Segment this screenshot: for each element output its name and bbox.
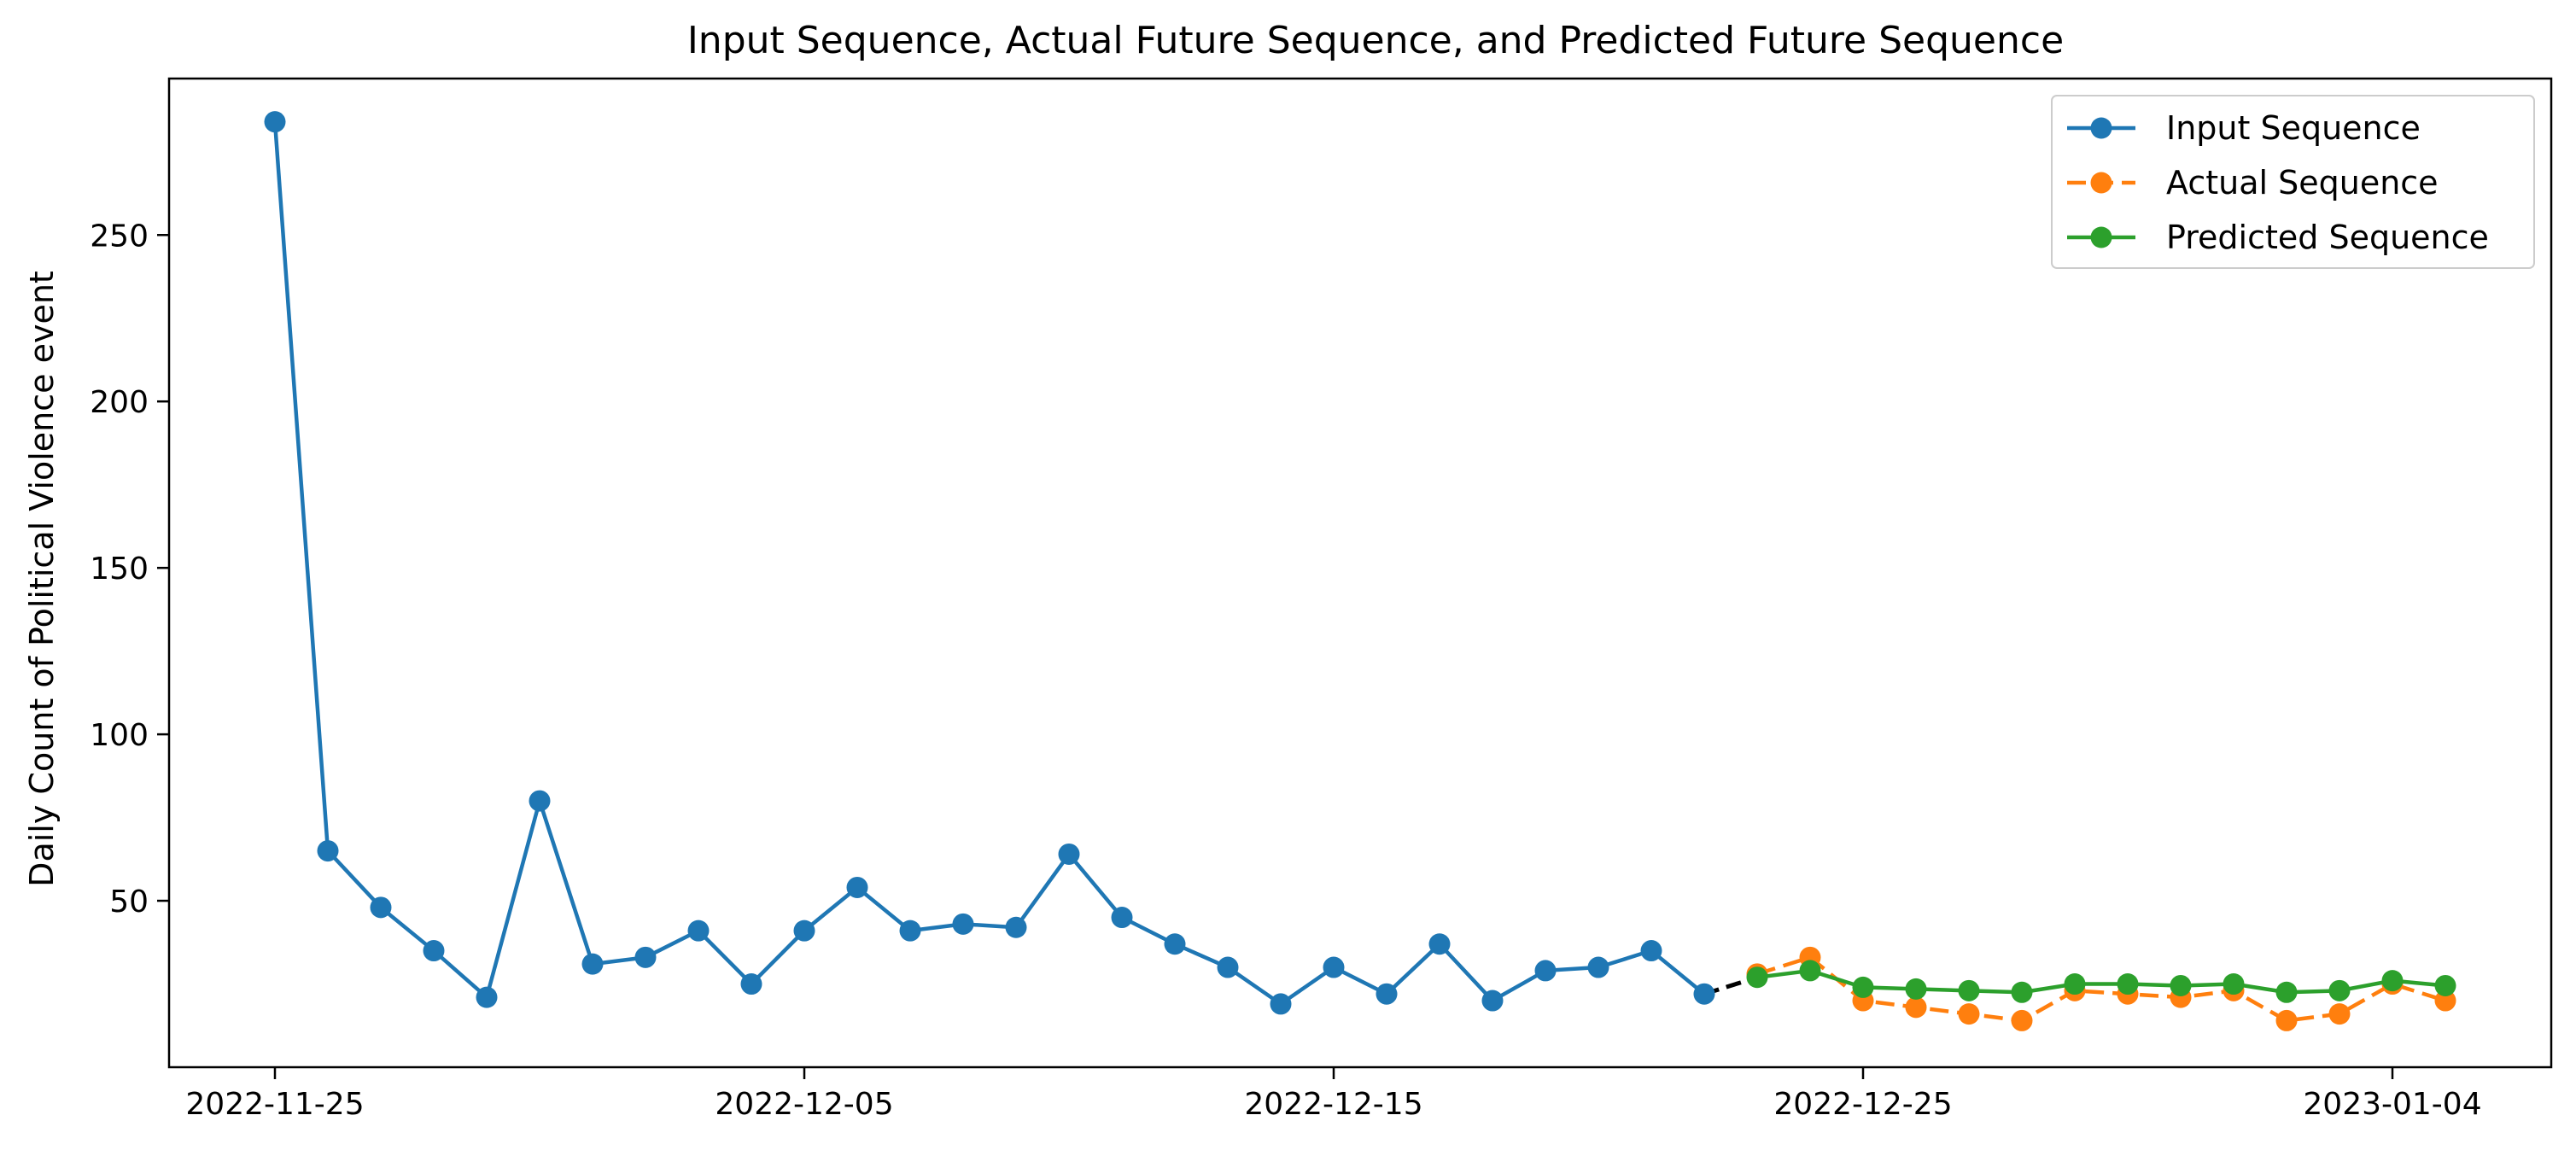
data-point	[899, 920, 921, 942]
y-tick-label: 250	[90, 219, 149, 254]
data-point	[2117, 973, 2139, 995]
data-point	[1270, 993, 1292, 1015]
data-point	[1852, 976, 1874, 998]
x-tick-label: 2022-12-05	[715, 1087, 893, 1122]
legend: Input Sequence Actual Sequence Predicted S…	[2051, 95, 2535, 269]
y-tick-label: 200	[90, 385, 149, 420]
data-point	[2381, 970, 2404, 992]
data-point	[1746, 966, 1768, 989]
legend-label: Actual Sequence	[2166, 164, 2439, 201]
data-point	[264, 111, 286, 133]
data-point	[476, 986, 498, 1008]
data-point	[687, 920, 710, 942]
data-point	[2223, 973, 2245, 995]
data-point	[2328, 979, 2351, 1001]
x-tick-label: 2022-11-25	[185, 1087, 364, 1122]
x-tick-label: 2023-01-04	[2303, 1087, 2481, 1122]
y-tick-label: 50	[109, 885, 149, 920]
series-line-1	[272, 121, 1706, 1007]
data-point	[2275, 981, 2298, 1003]
data-point	[1217, 956, 1239, 978]
data-point	[1958, 1003, 1980, 1025]
data-point	[1005, 916, 1027, 938]
data-point	[1323, 956, 1345, 978]
data-point	[317, 840, 339, 862]
data-point	[1799, 960, 1821, 982]
legend-label: Input Sequence	[2166, 109, 2421, 147]
y-tick-label: 150	[90, 552, 149, 587]
y-axis-label: Daily Count of Political Violence event	[23, 271, 61, 887]
data-point	[1376, 983, 1398, 1005]
data-point	[2434, 974, 2456, 996]
data-point	[529, 790, 551, 812]
x-tick-label: 2022-12-25	[1773, 1087, 1952, 1122]
data-point	[2064, 973, 2086, 995]
data-point	[846, 876, 868, 898]
chart-title: Input Sequence, Actual Future Sequence, …	[687, 19, 2064, 62]
data-point	[740, 973, 762, 995]
data-point	[370, 896, 392, 919]
data-point	[2011, 1009, 2033, 1031]
data-point	[2011, 981, 2033, 1003]
data-point	[952, 913, 974, 935]
data-point	[1905, 978, 1927, 1000]
data-point	[2170, 974, 2192, 996]
data-point	[1693, 983, 1715, 1005]
x-tick-label: 2022-12-15	[1244, 1087, 1422, 1122]
legend-label: Predicted Sequence	[2166, 219, 2489, 256]
legend-marker	[2090, 117, 2112, 139]
data-point	[581, 953, 604, 975]
data-point	[1428, 933, 1451, 955]
data-point	[1481, 990, 1504, 1012]
data-point	[2328, 1003, 2351, 1025]
data-point	[2275, 1009, 2298, 1031]
data-point	[634, 946, 657, 968]
legend-box	[2051, 95, 2535, 269]
plot-frame	[167, 77, 2553, 1069]
data-point	[1587, 956, 1609, 978]
plot-area: 50 100 150 200 250 2022-11-25 2022-12-05 2022-1…	[90, 77, 2553, 1122]
data-point	[1058, 843, 1080, 865]
legend-marker	[2090, 226, 2112, 248]
data-point	[1534, 960, 1557, 982]
data-point	[793, 920, 815, 942]
data-point	[1905, 996, 1927, 1019]
data-point	[1164, 933, 1186, 955]
data-point	[2434, 990, 2456, 1012]
legend-marker	[2090, 172, 2112, 194]
data-point	[1958, 979, 1980, 1001]
data-point	[1640, 940, 1662, 962]
data-point	[1111, 907, 1133, 929]
data-point	[423, 940, 445, 962]
y-tick-label: 100	[90, 718, 149, 753]
